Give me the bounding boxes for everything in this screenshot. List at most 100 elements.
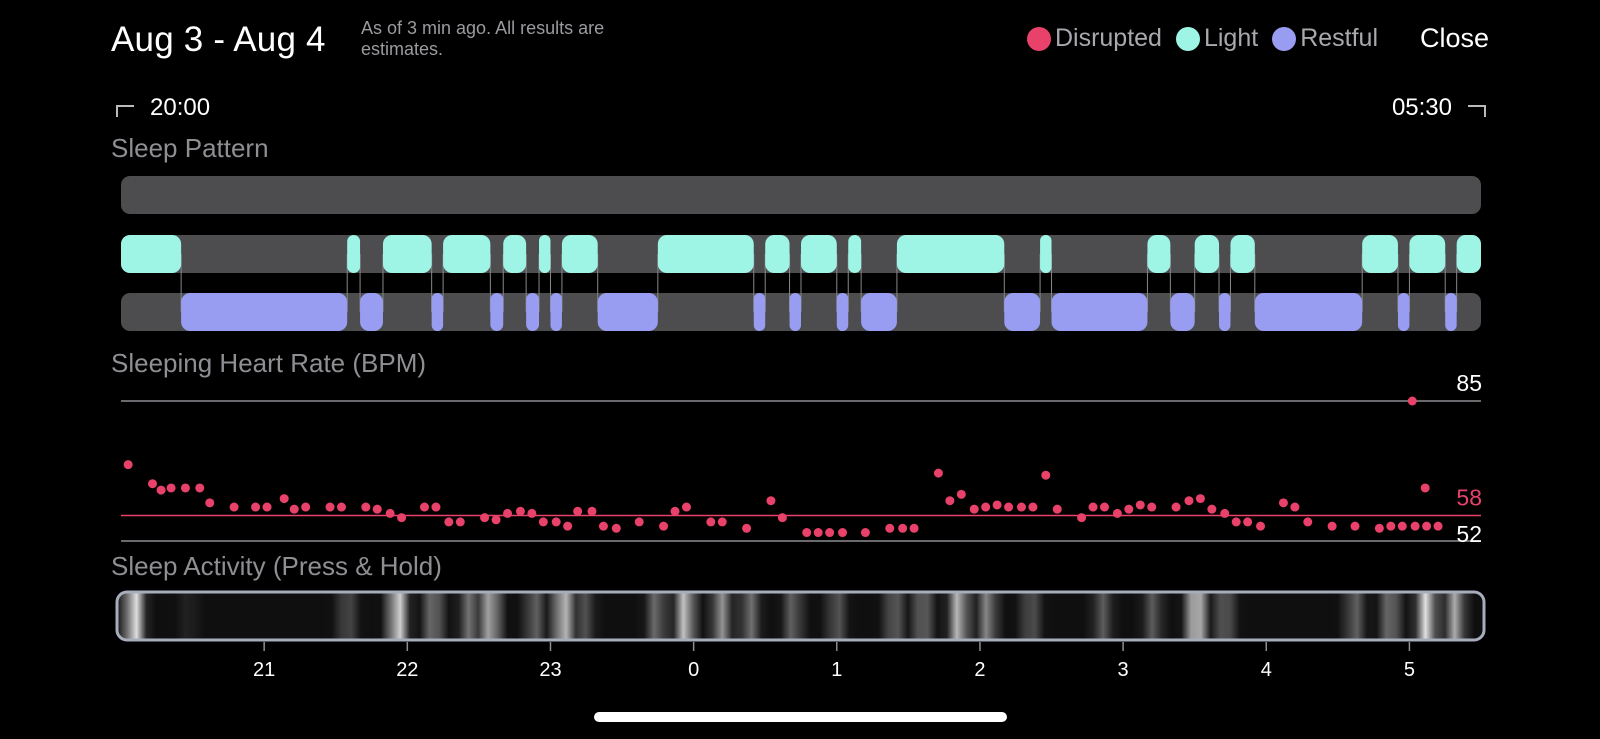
- hr-point: [419, 502, 429, 512]
- disrupted-dot-icon: [1026, 26, 1051, 51]
- hr-point: [681, 502, 691, 512]
- hr-point: [251, 502, 261, 512]
- hr-point: [336, 502, 346, 512]
- hr-point: [123, 460, 133, 470]
- tick-label: 1: [831, 659, 842, 681]
- sleep-segment-restful: [1254, 293, 1363, 331]
- page-title: Aug 3 - Aug 4: [111, 20, 326, 59]
- hr-point: [444, 517, 454, 527]
- sleep-segment-restful: [526, 293, 540, 331]
- legend-label: Restful: [1300, 24, 1378, 52]
- hr-point: [1327, 521, 1337, 531]
- sleep-segment-restful: [181, 293, 348, 331]
- hr-point: [1124, 504, 1134, 514]
- hr-point: [981, 502, 991, 512]
- hr-point: [1422, 521, 1432, 531]
- hr-point: [945, 496, 955, 506]
- time-axis: 21 22 23 0 1 2 3 4 5: [253, 642, 1415, 681]
- sleep-segment-light: [443, 235, 491, 273]
- hr-point: [898, 523, 908, 533]
- hr-point: [956, 489, 966, 499]
- sleep-activity-chart[interactable]: [115, 590, 1486, 642]
- hr-point: [1231, 517, 1241, 527]
- hr-point: [1099, 502, 1109, 512]
- legend-label: Disrupted: [1054, 24, 1162, 52]
- hr-min-label: 52: [1456, 521, 1482, 547]
- hr-point: [279, 494, 289, 504]
- sleep-segment-light: [561, 235, 598, 273]
- hr-point: [262, 502, 272, 512]
- hr-point: [1433, 521, 1443, 531]
- sleep-segment-light: [1456, 235, 1481, 273]
- sleep-segment-restful: [1397, 293, 1410, 331]
- sleep-segment-light: [539, 235, 551, 273]
- hr-point: [1004, 502, 1014, 512]
- sleep-pattern-title: Sleep Pattern: [111, 133, 269, 163]
- sleep-segment-light: [848, 235, 862, 273]
- hr-point: [1220, 508, 1230, 518]
- tick-label: 5: [1404, 659, 1415, 681]
- sleep-segment-restful: [1170, 293, 1195, 331]
- sleep-segment-light: [382, 235, 432, 273]
- hr-point: [742, 523, 752, 533]
- range-start-label: 20:00: [150, 94, 211, 121]
- hr-point: [180, 483, 190, 493]
- hr-point: [1278, 498, 1288, 508]
- hr-point: [777, 513, 787, 523]
- hr-point: [515, 506, 525, 516]
- hr-point: [503, 508, 513, 518]
- light-dot-icon: [1175, 26, 1200, 51]
- hr-point: [587, 506, 597, 516]
- hr-avg-label: 58: [1456, 485, 1482, 511]
- sleep-segment-light: [1362, 235, 1398, 273]
- sleep-segment-light: [1194, 235, 1220, 273]
- range-end-bracket-icon: [1468, 105, 1486, 117]
- tick-label: 0: [688, 659, 699, 681]
- hr-point: [1052, 504, 1062, 514]
- pattern-track-disrupted: [121, 176, 1481, 214]
- sleep-segment-restful: [861, 293, 897, 331]
- hr-point: [455, 517, 465, 527]
- hr-point: [969, 504, 979, 514]
- hr-point: [717, 517, 727, 527]
- tick-label: 22: [396, 659, 418, 681]
- hr-point: [491, 515, 501, 525]
- hr-point: [1410, 521, 1420, 531]
- hr-point: [992, 500, 1002, 510]
- legend-restful: Restful: [1272, 24, 1378, 53]
- sleep-segment-light: [503, 235, 527, 273]
- hr-point: [1112, 508, 1122, 518]
- hr-point: [1147, 502, 1157, 512]
- hr-point: [480, 513, 490, 523]
- tick-label: 2: [974, 659, 985, 681]
- sleep-segment-light: [1230, 235, 1255, 273]
- sleep-segment-restful: [753, 293, 766, 331]
- close-button[interactable]: Close: [1419, 23, 1489, 53]
- range-end[interactable]: 05:30: [1392, 94, 1486, 122]
- hr-point: [573, 506, 583, 516]
- activity-strip[interactable]: [115, 590, 1486, 642]
- hr-point: [802, 528, 812, 538]
- sleep-segment-light: [1147, 235, 1171, 273]
- hr-point: [1243, 517, 1253, 527]
- hr-point: [598, 521, 608, 531]
- sleep-segment-light: [121, 235, 182, 273]
- legend-label: Light: [1203, 24, 1259, 52]
- hr-point: [1016, 502, 1026, 512]
- hr-point: [397, 513, 407, 523]
- hr-point: [1135, 500, 1145, 510]
- hr-point: [838, 528, 848, 538]
- hr-point: [1386, 521, 1396, 531]
- hr-point: [825, 528, 835, 538]
- hr-point: [289, 504, 299, 514]
- hr-point: [1184, 496, 1194, 506]
- range-start[interactable]: 20:00: [116, 94, 210, 122]
- hr-point: [431, 502, 441, 512]
- sleep-segment-restful: [1445, 293, 1457, 331]
- home-indicator[interactable]: [594, 712, 1007, 722]
- hr-point: [634, 517, 644, 527]
- range-start-bracket-icon: [116, 105, 134, 117]
- sleep-pattern-chart: [121, 176, 1481, 331]
- hr-point: [909, 523, 919, 533]
